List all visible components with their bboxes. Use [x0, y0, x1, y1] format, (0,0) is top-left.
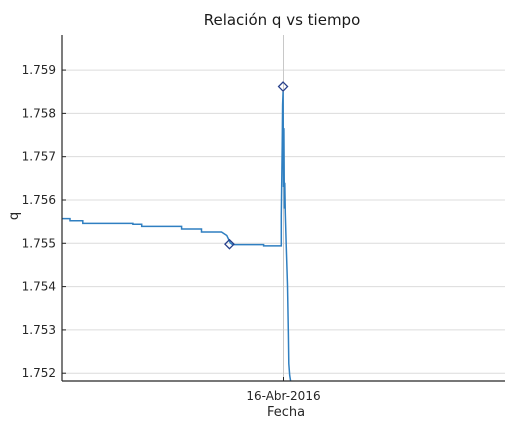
- y-tick-label: 1.756: [22, 193, 56, 207]
- markers: [224, 81, 289, 250]
- series-line: [62, 91, 292, 382]
- y-tick-label: 1.754: [22, 280, 56, 294]
- y-tick-label: 1.757: [22, 150, 56, 164]
- diamond-marker: [277, 81, 289, 92]
- y-axis-ticks: 1.752 1.753 1.754 1.755 1.756 1.757 1.758 1.759: [22, 63, 66, 380]
- chart-title: Relación q vs tiempo: [204, 11, 361, 29]
- y-tick-label: 1.758: [22, 106, 56, 120]
- x-axis-title: Fecha: [267, 405, 305, 420]
- y-axis-title: q: [7, 212, 22, 220]
- y-tick-label: 1.752: [22, 366, 56, 380]
- y-tick-label: 1.759: [22, 63, 56, 77]
- y-tick-label: 1.753: [22, 323, 56, 337]
- y-tick-label: 1.755: [22, 236, 56, 250]
- x-tick-label: 16-Abr-2016: [246, 389, 320, 403]
- diamond-marker: [224, 238, 235, 250]
- x-axis-ticks: 16-Abr-2016: [246, 377, 321, 403]
